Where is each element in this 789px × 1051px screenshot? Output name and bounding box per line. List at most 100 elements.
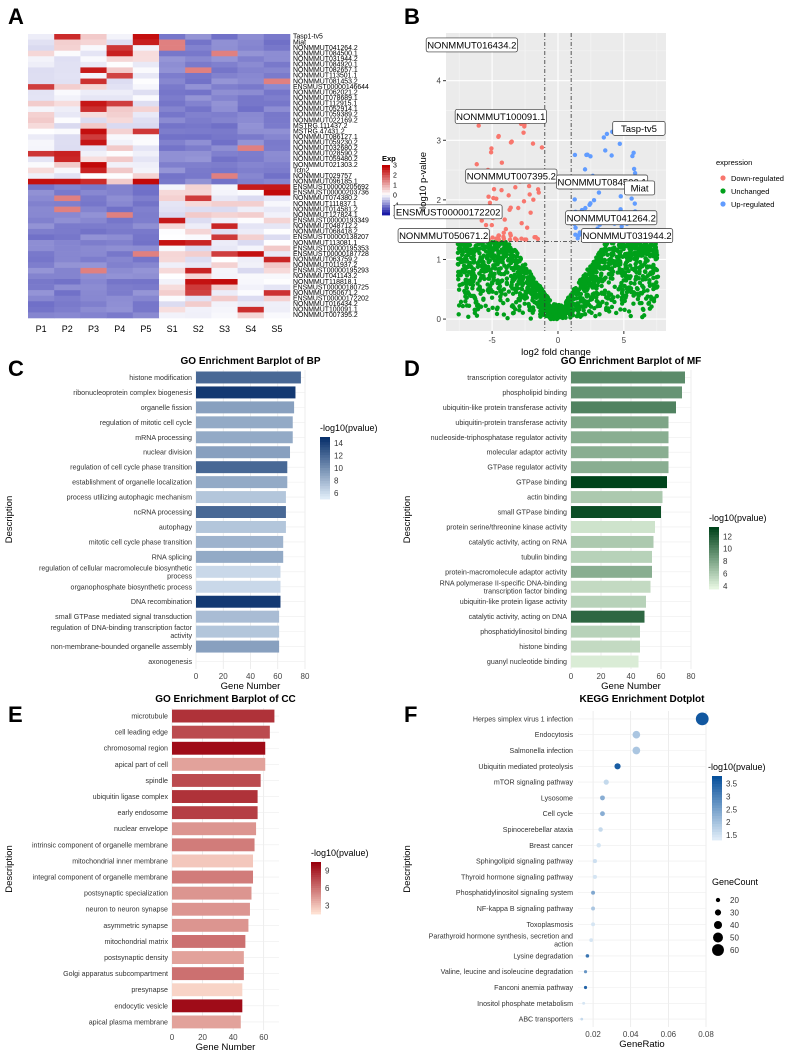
- volcano-point-unchanged: [501, 271, 507, 277]
- bar-legend-swatch: [320, 452, 330, 456]
- dotplot-x-tick-label: 0.06: [661, 1030, 677, 1039]
- volcano-point-unchanged: [613, 310, 619, 316]
- bar-y-axis-label: Description: [4, 496, 15, 544]
- dotplot-point: [580, 1017, 584, 1021]
- bar: [571, 416, 669, 429]
- volcano-point-unchanged: [620, 298, 625, 304]
- volcano-point-unchanged: [654, 248, 659, 254]
- volcano-point-unchanged: [637, 280, 643, 286]
- heatmap-cell: [159, 240, 186, 246]
- volcano-point-unchanged: [628, 280, 634, 286]
- volcano-point-unchanged: [456, 303, 462, 308]
- bar-legend-swatch: [311, 862, 321, 865]
- volcano-point-unchanged: [573, 289, 578, 294]
- heatmap-cell: [159, 167, 186, 174]
- dotplot-size-legend-marker: [712, 944, 724, 956]
- heatmap-cell: [106, 167, 134, 174]
- volcano-point-unchanged: [501, 256, 506, 261]
- volcano-point-unchanged: [487, 276, 492, 281]
- panel-letter-b: B: [404, 4, 420, 29]
- volcano-label-box: [393, 204, 503, 220]
- heatmap-cell: [211, 262, 238, 269]
- heatmap-cell: [211, 256, 238, 263]
- volcano-point-unchanged: [581, 273, 586, 279]
- volcano-point-unchanged: [460, 303, 466, 309]
- bar-legend-swatch: [709, 537, 719, 541]
- bar-legend-swatch: [311, 864, 321, 867]
- bar-legend-swatch: [311, 866, 321, 869]
- bar: [196, 446, 291, 459]
- dotplot-category-label: Phosphatidylinositol signaling system: [456, 889, 573, 897]
- dotplot-category-label: Ubiquitin mediated proteolysis: [478, 763, 573, 771]
- heatmap-cell: [159, 150, 186, 157]
- heatmap-cell: [54, 45, 81, 52]
- heatmap-col-label: P4: [114, 324, 125, 334]
- heatmap-cell: [54, 295, 81, 302]
- dotplot-color-legend-tick: 3: [726, 792, 731, 801]
- volcano-point-unchanged: [468, 260, 473, 266]
- bar-category-label: autophagy: [159, 523, 193, 531]
- volcano-point-unchanged: [650, 271, 655, 276]
- bar: [571, 610, 645, 623]
- heatmap-col-label: S1: [167, 324, 178, 334]
- volcano-point-unchanged: [608, 292, 614, 297]
- heatmap-cell: [185, 245, 212, 252]
- heatmap-cell: [159, 223, 186, 230]
- volcano-point-unchanged: [633, 255, 638, 260]
- volcano-point-unchanged: [651, 286, 656, 292]
- volcano-point-up: [603, 148, 608, 153]
- bar: [196, 476, 288, 489]
- dotplot-category-label: Spinocerebellar ataxia: [503, 826, 573, 834]
- volcano-point-unchanged: [486, 307, 491, 313]
- heatmap-cell: [54, 195, 81, 202]
- heatmap-cell: [237, 312, 265, 319]
- panel-f-kegg-dotplot: F KEGG Enrichment Dotplot Herpes simplex v…: [402, 694, 766, 1050]
- heatmap-cell: [159, 234, 186, 241]
- volcano-point-unchanged: [540, 298, 545, 303]
- bar-legend-swatch: [320, 491, 330, 495]
- bar: [172, 902, 250, 916]
- dotplot-category-label: Fanconi anemia pathway: [494, 984, 573, 992]
- volcano-point-unchanged: [471, 270, 476, 276]
- volcano-point-unchanged: [618, 307, 623, 312]
- bar: [571, 491, 663, 504]
- dotplot-point: [583, 985, 588, 990]
- bar-legend-swatch: [709, 573, 719, 577]
- bar-category-label: transcription coregulator activity: [467, 374, 567, 382]
- heatmap-cell: [159, 184, 186, 191]
- heatmap-cell: [54, 134, 81, 141]
- heatmap-cell: [237, 251, 265, 258]
- volcano-point-down: [499, 187, 504, 193]
- heatmap-cell: [80, 212, 107, 219]
- bar-category-label: GTPase binding: [516, 479, 567, 487]
- volcano-label-box: [425, 37, 518, 53]
- heatmap-cell: [237, 184, 265, 191]
- volcano-point-unchanged: [621, 244, 626, 249]
- volcano-point-unchanged: [527, 307, 532, 313]
- heatmap-cell: [106, 150, 134, 157]
- heatmap-cell: [80, 162, 107, 168]
- bar-legend-swatch: [320, 488, 330, 492]
- volcano-point-unchanged: [461, 263, 467, 268]
- volcano-legend-marker: [720, 201, 726, 207]
- volcano-point-unchanged: [487, 258, 493, 263]
- volcano-point-down: [539, 145, 545, 150]
- heatmap-cell: [106, 84, 134, 90]
- heatmap-cell: [106, 39, 134, 46]
- heatmap-cell: [211, 178, 238, 185]
- volcano-point-down: [507, 207, 512, 212]
- heatmap-cell: [28, 72, 55, 79]
- volcano-legend-label: Down-regulated: [731, 174, 784, 183]
- heatmap-cell: [132, 301, 160, 308]
- heatmap-legend-swatch: [382, 187, 390, 191]
- heatmap-cell: [211, 45, 238, 52]
- bar-legend-tick: 10: [334, 464, 343, 473]
- heatmap-cell: [159, 100, 186, 107]
- heatmap-cell: [237, 273, 265, 280]
- volcano-point-unchanged: [617, 242, 622, 247]
- heatmap-cell: [132, 240, 160, 246]
- heatmap-cell: [159, 256, 186, 263]
- heatmap-row-label: NONMMUT014581.2: [293, 206, 358, 213]
- volcano-point-down: [486, 194, 491, 199]
